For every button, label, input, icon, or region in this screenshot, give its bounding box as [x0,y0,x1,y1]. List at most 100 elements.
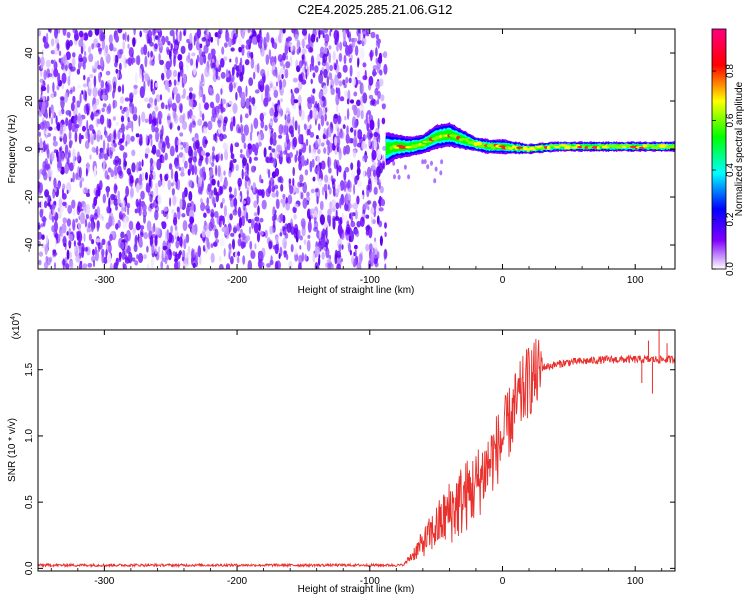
noise-cell [85,167,88,177]
noise-cell [121,250,126,260]
noise-cell [200,73,204,83]
noise-cell [207,183,212,193]
noise-cell [318,73,324,84]
noise-cell [145,147,150,155]
colorbar-tick-label: 0.0 [725,262,736,276]
noise-cell [109,233,113,242]
noise-cell [179,54,183,61]
noise-cell [60,229,64,238]
noise-cell [260,119,265,129]
noise-cell [248,52,253,57]
noise-cell [373,139,378,150]
noise-cell [327,156,330,169]
noise-cell [306,239,311,252]
noise-cell [102,139,106,151]
noise-cell [77,151,80,162]
noise-cell [323,68,328,79]
noise-cell [99,114,105,125]
noise-cell [247,260,253,269]
y-tick-label: 40 [24,47,35,59]
noise-cell [229,194,235,199]
noise-cell [283,241,287,249]
noise-cell [218,126,222,135]
noise-cell [268,145,272,151]
noise-cell [66,231,69,236]
noise-cell [320,160,326,170]
noise-cell [93,130,97,141]
noise-cell [226,144,229,153]
noise-cell [105,44,109,54]
noise-cell [89,154,92,160]
noise-cell [323,183,328,193]
noise-cell [239,72,244,82]
noise-cell [285,253,289,261]
noise-cell [133,106,138,115]
noise-cell [338,52,343,63]
noise-cell [154,210,159,221]
noise-cell [114,34,120,43]
noise-cell [361,194,364,199]
noise-cell [316,36,319,43]
noise-cell [347,44,353,55]
noise-cell [350,127,354,133]
noise-cell [270,37,274,44]
noise-cell [88,53,94,63]
noise-cell [220,58,225,68]
noise-cell [214,239,220,244]
noise-cell [324,33,330,44]
snr-series-line [38,338,675,569]
noise-cell [149,59,153,66]
noise-cell [203,54,207,64]
noise-cell [236,256,240,264]
noise-cell [75,218,78,223]
noise-cell [198,176,203,187]
noise-cell [358,253,363,265]
noise-cell [377,118,380,130]
noise-cell [325,247,330,259]
noise-cell [375,47,378,57]
noise-cell [263,42,268,48]
noise-cell [95,238,101,243]
noise-cell [62,201,67,207]
noise-cell [214,228,219,239]
noise-cell [125,152,128,158]
noise-cell [368,75,374,86]
noise-cell [189,216,195,224]
noise-cell [105,70,111,76]
noise-cell [127,34,130,42]
noise-cell [362,84,365,94]
noise-cell [167,243,171,249]
noise-cell [230,47,235,52]
y-tick-label: 0.5 [24,495,35,509]
noise-cell [277,54,283,62]
noise-cell [310,214,313,220]
noise-cell [297,181,303,188]
noise-cell [151,110,156,121]
noise-cell [312,29,317,38]
noise-cell [100,56,104,68]
noise-cell [256,192,259,205]
noise-cell [172,251,176,257]
noise-cell [210,36,214,43]
noise-cell [74,29,79,42]
noise-cell [150,50,154,58]
noise-cell [115,204,118,211]
noise-cell [309,110,313,118]
noise-cell [82,83,88,88]
noise-cell [215,164,218,177]
noise-cell [356,167,361,176]
noise-cell [40,199,44,210]
noise-cell [362,62,367,68]
noise-cell [294,120,298,131]
noise-cell [46,95,50,102]
noise-cell [180,172,185,177]
noise-cell [259,217,264,223]
noise-cell [65,263,70,269]
noise-cell [132,37,136,48]
noise-cell [157,194,162,206]
noise-cell [346,98,350,105]
noise-cell [292,136,298,148]
noise-cell [38,231,43,240]
noise-cell [373,247,378,259]
noise-cell [41,243,45,248]
